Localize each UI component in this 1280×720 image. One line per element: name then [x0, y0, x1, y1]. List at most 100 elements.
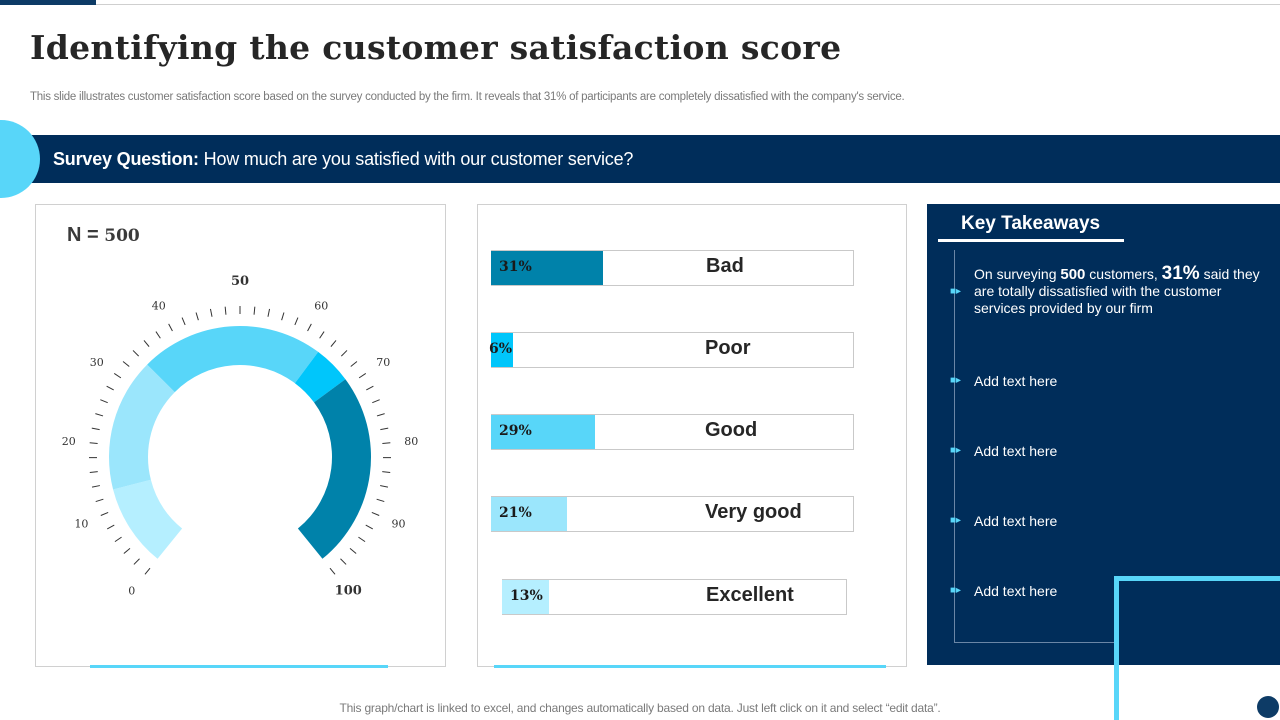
page-subtitle: This slide illustrates customer satisfac…	[30, 91, 905, 103]
gauge-tick	[307, 323, 312, 332]
top-accent-bar	[0, 0, 96, 5]
gauge-tick	[294, 317, 299, 326]
gauge-tick	[224, 306, 227, 315]
gauge-tick	[366, 385, 374, 391]
takeaways-timeline-base	[954, 642, 1116, 643]
takeaway-item[interactable]: Add text here	[974, 443, 1058, 459]
bar-poor[interactable]	[491, 333, 513, 367]
bar-data-label: 29%	[499, 423, 532, 439]
takeaway-item[interactable]: Add text here	[974, 513, 1058, 529]
gauge-tick	[168, 323, 173, 332]
gauge-tick	[380, 427, 389, 431]
corner-frame-decoration-top	[1114, 576, 1280, 581]
gauge-tick	[123, 547, 131, 554]
gauge-segment-very-good[interactable]	[109, 364, 175, 490]
bar-data-label: 31%	[499, 259, 532, 275]
survey-question-banner	[0, 135, 1280, 183]
bar-data-label: 6%	[489, 341, 513, 357]
bar-data-label: 13%	[510, 588, 543, 604]
gauge-tick	[106, 385, 114, 391]
takeaway-main-pre: On surveying	[974, 266, 1061, 282]
bar-category-label: Very good	[705, 501, 802, 523]
gauge-tick	[114, 536, 122, 543]
gauge-tick-label: 20	[62, 435, 76, 448]
gauge-panel[interactable]	[35, 204, 446, 667]
gauge-tick	[95, 498, 104, 503]
gauge-tick-label: 0	[128, 585, 135, 598]
gauge-tick	[382, 442, 391, 445]
arrow-bullet-icon: ■▸	[950, 585, 962, 596]
gauge-tick	[372, 399, 380, 404]
gauge-tick	[132, 350, 140, 357]
gauge-tick-label: 10	[74, 518, 88, 531]
bar-excellent[interactable]	[502, 580, 549, 614]
takeaway-main-post: said they are totally dissatisfied with …	[974, 266, 1260, 316]
bar-panel-underline	[494, 665, 886, 668]
gauge-panel-underline	[90, 665, 388, 668]
gauge-tick	[91, 485, 100, 488]
gauge-tick	[281, 312, 285, 321]
gauge-tick-label: 60	[314, 299, 328, 312]
survey-question-text: How much are you satisfied with our cust…	[198, 149, 634, 169]
bar-track	[491, 332, 854, 368]
gauge-tick	[380, 485, 389, 488]
gauge-tick	[329, 567, 336, 575]
bar-track	[502, 579, 847, 615]
gauge-tick	[382, 471, 391, 473]
gauge-tick-label: 40	[152, 299, 166, 312]
sample-size-value: 500	[104, 226, 140, 246]
gauge-tick	[155, 331, 161, 339]
survey-question-label: Survey Question:	[53, 149, 199, 169]
key-takeaways-title: Key Takeaways	[961, 213, 1101, 234]
bar-category-label: Good	[705, 419, 758, 441]
gauge-tick-label: 80	[404, 435, 418, 448]
gauge-tick	[349, 547, 357, 554]
gauge-tick-label: 70	[376, 356, 390, 369]
gauge-tick-label: 50	[231, 274, 249, 289]
footer-note: This graph/chart is linked to excel, and…	[339, 701, 941, 715]
gauge-tick	[371, 511, 380, 516]
top-divider	[0, 4, 1280, 5]
gauge-tick	[376, 498, 385, 503]
takeaways-timeline	[954, 250, 955, 642]
gauge-segment-excellent[interactable]	[113, 479, 183, 559]
takeaway-item[interactable]: Add text here	[974, 373, 1058, 389]
gauge-tick-label: 30	[90, 356, 104, 369]
gauge-tick	[91, 427, 100, 431]
gauge-segment-poor[interactable]	[294, 351, 346, 403]
bar-data-label: 21%	[499, 505, 532, 521]
bar-bad[interactable]	[491, 251, 603, 285]
sample-size-label: N = 500	[67, 224, 140, 247]
arrow-bullet-icon: ■▸	[950, 515, 962, 526]
gauge-segment-bad[interactable]	[297, 379, 371, 559]
gauge-tick	[330, 340, 337, 347]
key-takeaways-panel	[927, 204, 1280, 665]
page-title: Identifying the customer satisfaction sc…	[30, 28, 842, 67]
bar-good[interactable]	[491, 415, 595, 449]
bar-very-good[interactable]	[491, 497, 567, 531]
gauge-tick	[340, 350, 348, 357]
gauge-tick-label: 90	[392, 518, 406, 531]
gauge-tick	[358, 373, 367, 379]
gauge-tick	[209, 308, 213, 317]
bar-category-label: Poor	[705, 337, 751, 359]
arrow-bullet-icon: ■▸	[950, 375, 962, 386]
takeaway-main-count: 500	[1060, 266, 1086, 283]
takeaway-item[interactable]: Add text here	[974, 583, 1058, 599]
arrow-bullet-icon: ■▸	[950, 445, 962, 456]
bar-category-label: Excellent	[706, 584, 794, 606]
gauge-segment-good[interactable]	[147, 325, 319, 393]
arrow-bullet-icon: ■▸	[950, 286, 962, 297]
gauge-tick	[253, 306, 256, 315]
gauge-tick	[89, 442, 98, 445]
gauge-tick	[144, 567, 151, 575]
survey-question: Survey Question: How much are you satisf…	[53, 149, 633, 170]
gauge-tick	[195, 312, 199, 321]
gauge-tick	[319, 331, 325, 339]
gauge-tick	[267, 308, 271, 317]
corner-frame-decoration	[1114, 576, 1119, 720]
gauge-tick	[100, 399, 108, 404]
gauge-tick	[106, 524, 115, 530]
gauge-tick	[89, 471, 98, 473]
